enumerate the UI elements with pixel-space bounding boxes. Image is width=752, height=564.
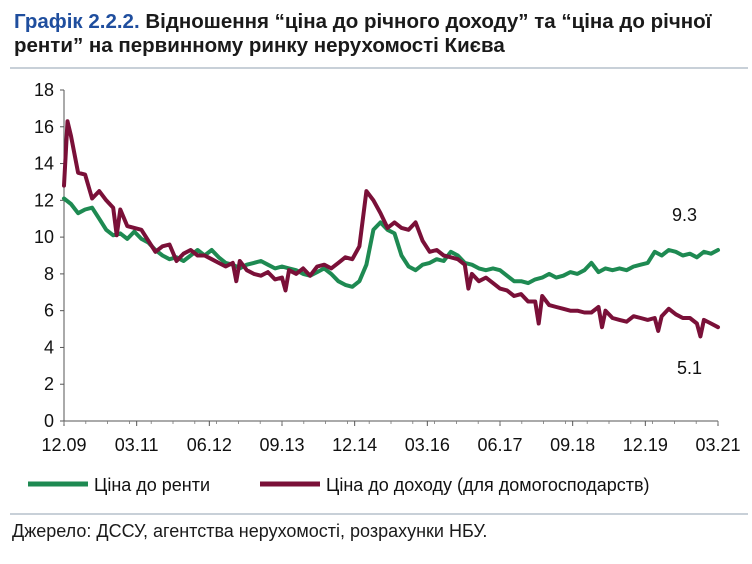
y-tick-label: 4 xyxy=(44,337,54,357)
x-tick-label: 12.19 xyxy=(623,435,668,455)
annotations: 9.3 5.1 xyxy=(672,205,702,378)
source-note: Джерело: ДССУ, агентства нерухомості, ро… xyxy=(12,521,488,541)
y-tick-label: 0 xyxy=(44,411,54,431)
legend-label-rent: Ціна до ренти xyxy=(94,475,210,495)
y-axis: 0 2 4 6 8 10 12 14 16 18 xyxy=(34,80,65,431)
legend-label-income: Ціна до доходу (для домогосподарств) xyxy=(326,475,650,495)
y-tick-label: 8 xyxy=(44,264,54,284)
y-tick-label: 6 xyxy=(44,301,54,321)
x-tick-label: 03.16 xyxy=(405,435,450,455)
y-tick-label: 2 xyxy=(44,374,54,394)
y-tick-label: 12 xyxy=(34,190,54,210)
y-tick-label: 18 xyxy=(34,80,54,100)
x-tick-label: 06.17 xyxy=(477,435,522,455)
x-axis: 12.09 03.11 06.12 09.13 12.14 03.16 06.17 09.18… xyxy=(41,420,741,455)
y-tick-label: 16 xyxy=(34,117,54,137)
chart-title: Графік 2.2.2. Відношення “ціна до річног… xyxy=(14,10,744,58)
x-tick-label: 06.12 xyxy=(187,435,232,455)
top-divider xyxy=(10,67,748,69)
rent-series-line xyxy=(62,196,720,289)
chart-title-number: Графік 2.2.2. xyxy=(14,10,140,33)
income-series-line xyxy=(62,119,720,339)
end-label-rent: 9.3 xyxy=(672,205,697,225)
bottom-divider xyxy=(10,513,748,515)
end-label-income: 5.1 xyxy=(677,358,702,378)
x-tick-label: 09.18 xyxy=(550,435,595,455)
chart-title-text: Відношення “ціна до річного доходу” та “… xyxy=(14,10,712,57)
y-tick-label: 10 xyxy=(34,227,54,247)
x-tick-label: 03.11 xyxy=(115,435,159,455)
series-lines xyxy=(62,119,720,339)
x-tick-label: 09.13 xyxy=(259,435,304,455)
y-tick-label: 14 xyxy=(34,154,54,174)
x-tick-label: 12.09 xyxy=(41,435,86,455)
x-tick-label: 12.14 xyxy=(332,435,377,455)
x-tick-label: 03.21 xyxy=(695,435,740,455)
legend: Ціна до ренти Ціна до доходу (для домогос… xyxy=(28,475,650,495)
